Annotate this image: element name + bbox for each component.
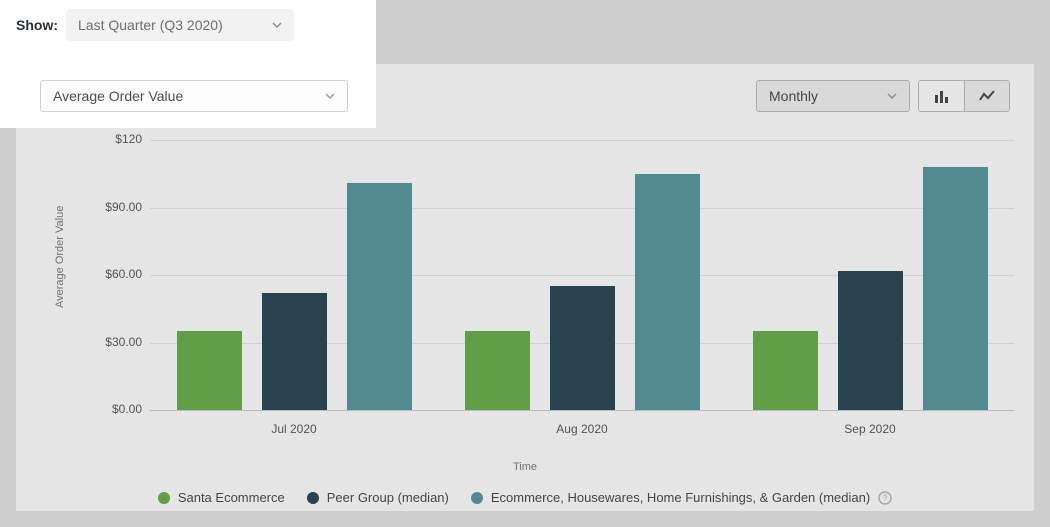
x-axis-label: Time bbox=[16, 461, 1034, 473]
chart-card: Average Order Value Monthly bbox=[16, 64, 1034, 511]
frequency-selector[interactable]: Monthly bbox=[756, 80, 910, 112]
legend-label: Peer Group (median) bbox=[327, 490, 449, 505]
legend-item[interactable]: Ecommerce, Housewares, Home Furnishings,… bbox=[471, 490, 892, 505]
legend-swatch bbox=[471, 492, 483, 504]
x-tick-label: Aug 2020 bbox=[556, 422, 607, 436]
y-tick-label: $0.00 bbox=[82, 402, 142, 416]
chevron-down-icon bbox=[325, 93, 335, 99]
legend-swatch bbox=[307, 492, 319, 504]
legend-swatch bbox=[158, 492, 170, 504]
line-chart-icon bbox=[979, 89, 995, 103]
date-range-selector[interactable]: Last Quarter (Q3 2020) bbox=[66, 9, 294, 41]
legend-label: Santa Ecommerce bbox=[178, 490, 285, 505]
chart-bar bbox=[923, 167, 988, 410]
svg-text:?: ? bbox=[883, 493, 888, 503]
chevron-down-icon bbox=[272, 22, 282, 28]
x-tick-label: Sep 2020 bbox=[844, 422, 895, 436]
chart-bar bbox=[753, 331, 818, 410]
chart-bar bbox=[465, 331, 530, 410]
frequency-selector-value: Monthly bbox=[769, 88, 818, 104]
chart-bar bbox=[177, 331, 242, 410]
chart-bar bbox=[262, 293, 327, 410]
legend-label: Ecommerce, Housewares, Home Furnishings,… bbox=[491, 490, 870, 505]
y-tick-label: $120 bbox=[82, 132, 142, 146]
chart-bar bbox=[838, 271, 903, 411]
legend-item[interactable]: Santa Ecommerce bbox=[158, 490, 285, 505]
chevron-down-icon bbox=[887, 93, 897, 99]
bar-chart-toggle[interactable] bbox=[919, 81, 964, 111]
chart-bar bbox=[550, 286, 615, 410]
chart-legend: Santa Ecommerce Peer Group (median) Ecomme… bbox=[16, 490, 1034, 505]
x-tick-label: Jul 2020 bbox=[271, 422, 316, 436]
legend-item[interactable]: Peer Group (median) bbox=[307, 490, 449, 505]
axis-baseline bbox=[150, 410, 1014, 411]
help-icon[interactable]: ? bbox=[878, 491, 892, 505]
y-axis-label: Average Order Value bbox=[54, 206, 66, 308]
y-tick-label: $90.00 bbox=[82, 200, 142, 214]
y-tick-label: $30.00 bbox=[82, 335, 142, 349]
metric-selector-value: Average Order Value bbox=[53, 88, 183, 104]
chart-plot bbox=[150, 140, 1014, 410]
top-filter-panel: Show: Last Quarter (Q3 2020) bbox=[0, 0, 376, 50]
show-label: Show: bbox=[16, 17, 58, 33]
y-tick-label: $60.00 bbox=[82, 267, 142, 281]
chart-type-toggle bbox=[918, 80, 1010, 112]
chart-bar bbox=[635, 174, 700, 410]
bar-chart-icon bbox=[934, 89, 950, 103]
metric-selector[interactable]: Average Order Value bbox=[40, 80, 348, 112]
line-chart-toggle[interactable] bbox=[964, 81, 1009, 111]
chart-area: Average Order Value $0.00 $30.00 $60.00 $90… bbox=[16, 128, 1034, 511]
chart-bar bbox=[347, 183, 412, 410]
date-range-value: Last Quarter (Q3 2020) bbox=[78, 17, 223, 33]
